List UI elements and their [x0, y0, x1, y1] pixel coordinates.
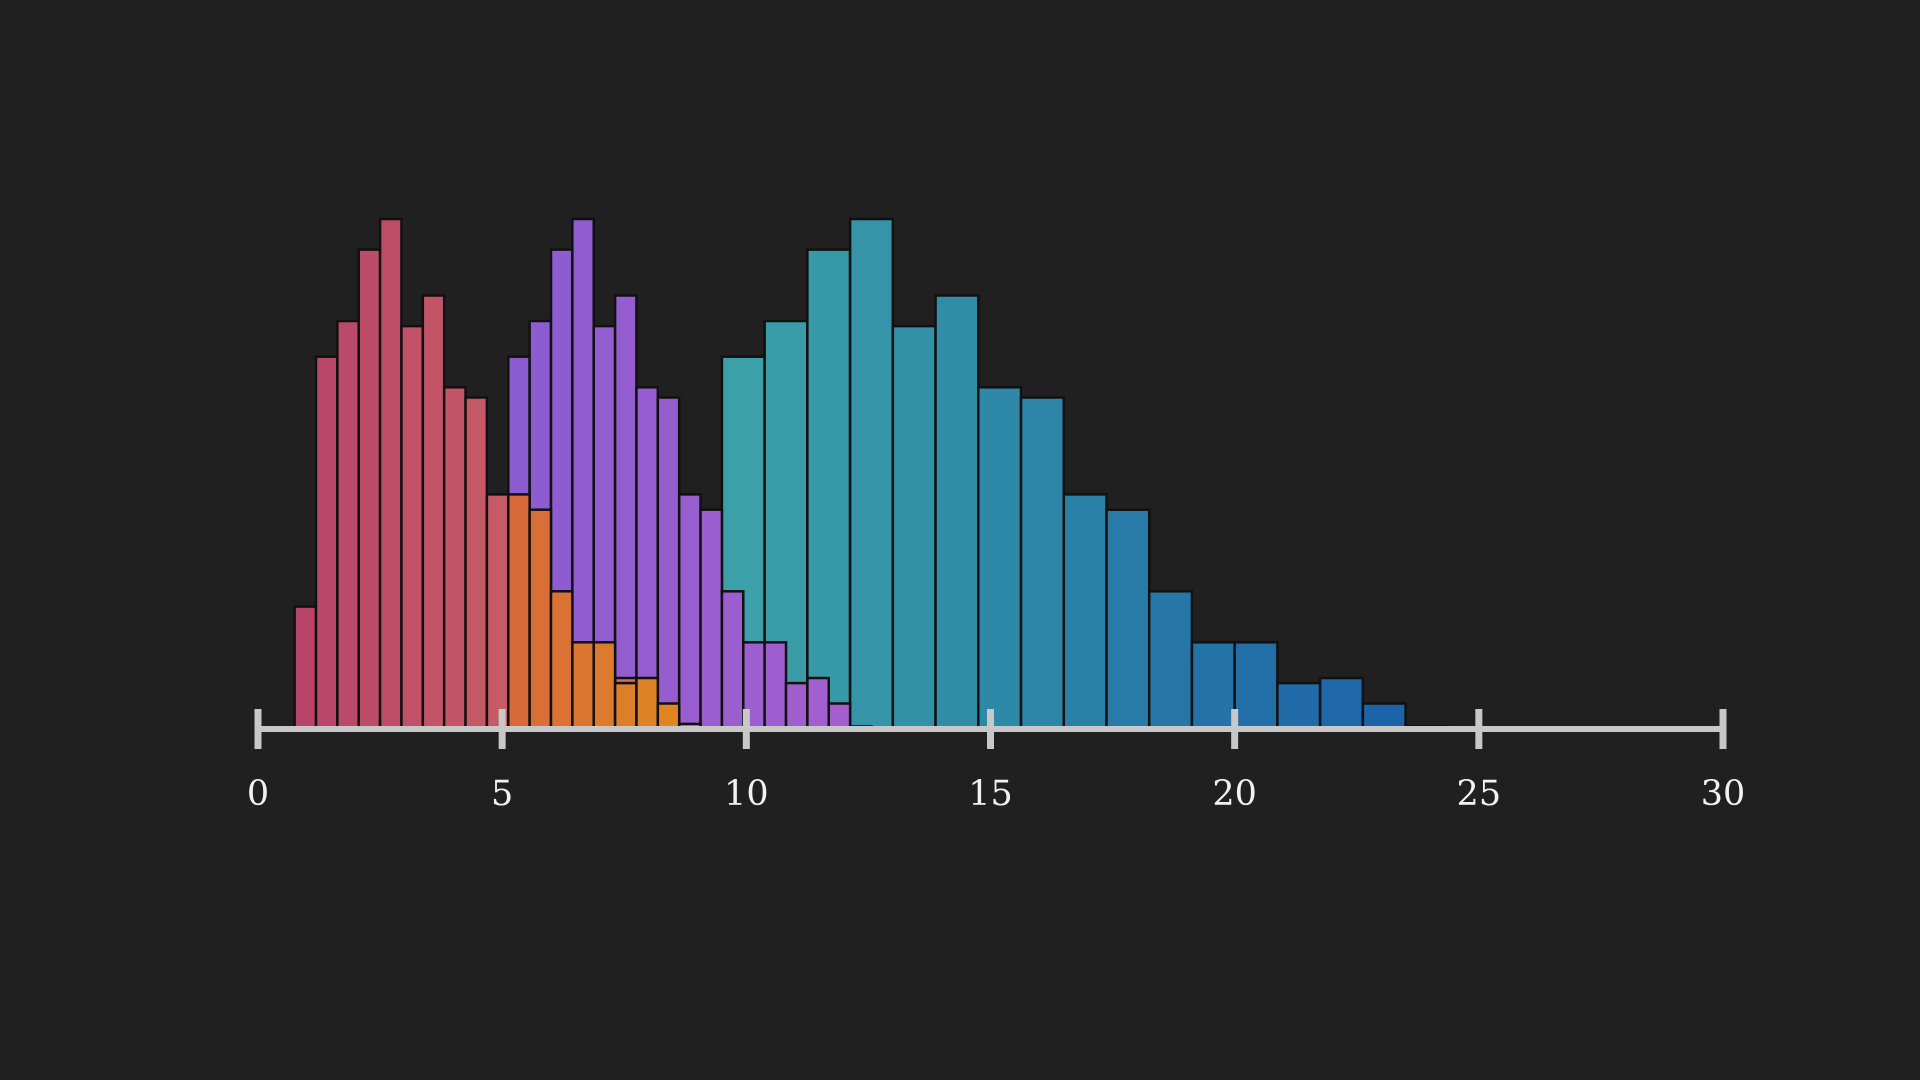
x-tick-label-30: 30 — [1701, 774, 1746, 814]
bar-distribution-scaled-22 — [1233, 641, 1279, 731]
bar-distribution-overlap-7 — [656, 702, 681, 731]
bar-distribution-shifted-15 — [613, 294, 638, 731]
bar-distribution-shifted-25 — [827, 702, 852, 731]
x-axis — [254, 709, 1727, 749]
bar-distribution-base-4 — [378, 217, 403, 731]
bar-distribution-base-3 — [357, 248, 382, 731]
bar-distribution-overlap-0 — [507, 493, 531, 731]
bar-distribution-overlap-5 — [613, 681, 638, 731]
bar-distribution-overlap-1 — [528, 508, 553, 731]
bar-distribution-scaled-24 — [1318, 676, 1365, 731]
x-tick-label-15: 15 — [968, 774, 1013, 814]
bar-distribution-overlap-4 — [592, 641, 617, 731]
bar-distribution-base-0 — [293, 605, 318, 731]
bars-layer — [293, 217, 1450, 731]
bar-distribution-scaled-25 — [1361, 702, 1407, 731]
bar-distribution-base-5 — [400, 324, 425, 731]
bar-distribution-overlap-2 — [549, 590, 574, 731]
bar-distribution-overlap-3 — [571, 641, 595, 731]
bar-distribution-shifted-19 — [699, 508, 724, 731]
bar-distribution-shifted-24 — [806, 676, 830, 731]
bar-distribution-base-2 — [336, 319, 360, 731]
series-distribution-scaled — [720, 217, 1450, 731]
x-axis-tick-labels: 0 5 10 15 20 25 30 — [247, 774, 1745, 814]
x-tick-label-25: 25 — [1457, 774, 1502, 814]
bar-distribution-base-1 — [314, 355, 339, 731]
x-tick-label-0: 0 — [247, 774, 269, 814]
bar-distribution-shifted-20 — [720, 590, 745, 731]
bar-distribution-scaled-18 — [1062, 493, 1108, 731]
bar-distribution-shifted-17 — [656, 396, 681, 731]
bar-distribution-scaled-21 — [1190, 641, 1236, 731]
bar-distribution-base-7 — [442, 386, 467, 731]
x-tick-label-10: 10 — [724, 774, 769, 814]
bar-distribution-scaled-15 — [934, 294, 980, 731]
x-tick-label-20: 20 — [1212, 774, 1257, 814]
bar-distribution-base-6 — [421, 294, 446, 731]
bar-distribution-scaled-12 — [806, 248, 852, 731]
bar-distribution-scaled-19 — [1105, 508, 1151, 731]
bar-distribution-scaled-16 — [977, 386, 1023, 731]
bar-distribution-shifted-18 — [677, 493, 702, 731]
bar-distribution-scaled-17 — [1019, 396, 1065, 731]
bar-distribution-scaled-20 — [1147, 590, 1194, 731]
bar-distribution-scaled-14 — [891, 324, 937, 731]
bar-distribution-overlap-6 — [635, 676, 660, 731]
bar-distribution-scaled-13 — [848, 217, 895, 731]
bar-distribution-base-8 — [464, 396, 489, 731]
series-distribution-overlap — [507, 493, 702, 731]
bar-distribution-scaled-23 — [1276, 681, 1322, 731]
bar-distribution-shifted-23 — [784, 681, 809, 731]
bar-distribution-base-9 — [485, 493, 510, 731]
x-tick-label-5: 5 — [491, 774, 513, 814]
bar-distribution-shifted-22 — [763, 641, 788, 731]
